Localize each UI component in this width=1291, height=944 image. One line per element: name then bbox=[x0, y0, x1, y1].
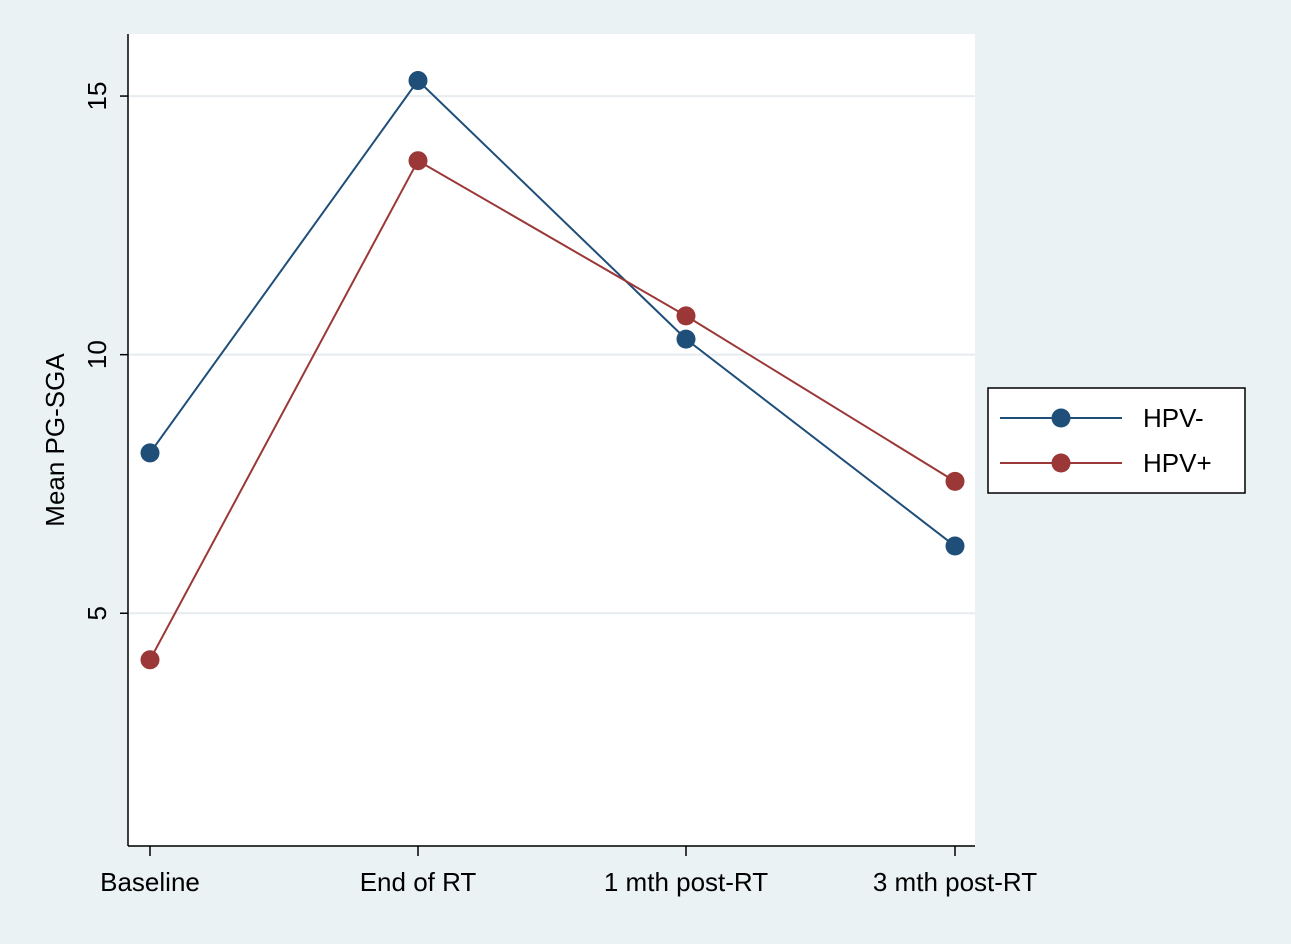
data-point bbox=[676, 306, 696, 326]
y-axis-ticks: 5 10 15 bbox=[82, 82, 128, 620]
data-point bbox=[408, 151, 428, 171]
x-tick-label: End of RT bbox=[360, 867, 477, 897]
x-tick-label: 3 mth post-RT bbox=[873, 867, 1037, 897]
legend-label: HPV+ bbox=[1143, 448, 1212, 478]
legend-marker bbox=[1051, 453, 1071, 473]
series-line bbox=[149, 159, 956, 661]
legend: HPV- HPV+ bbox=[987, 387, 1246, 494]
x-tick-label: Baseline bbox=[100, 867, 200, 897]
x-axis-ticks: Baseline End of RT 1 mth post-RT 3 mth post… bbox=[100, 846, 1037, 897]
y-tick-label: 15 bbox=[82, 82, 112, 111]
grid-lines bbox=[128, 95, 975, 615]
y-axis-title: Mean PG-SGA bbox=[40, 353, 70, 527]
data-point bbox=[140, 443, 160, 463]
series-2 bbox=[140, 151, 965, 670]
legend-marker bbox=[1051, 408, 1071, 428]
y-tick-label: 10 bbox=[82, 340, 112, 369]
legend-box bbox=[987, 387, 1246, 494]
data-point bbox=[140, 650, 160, 670]
series-line bbox=[149, 79, 956, 547]
series-1 bbox=[140, 71, 965, 556]
data-point bbox=[945, 536, 965, 556]
series-layer bbox=[140, 71, 965, 670]
data-point bbox=[408, 71, 428, 91]
legend-label: HPV- bbox=[1143, 403, 1204, 433]
y-tick-label: 5 bbox=[82, 606, 112, 620]
plot-area bbox=[128, 34, 975, 845]
data-point bbox=[945, 471, 965, 491]
data-point bbox=[676, 329, 696, 349]
x-tick-label: 1 mth post-RT bbox=[604, 867, 768, 897]
